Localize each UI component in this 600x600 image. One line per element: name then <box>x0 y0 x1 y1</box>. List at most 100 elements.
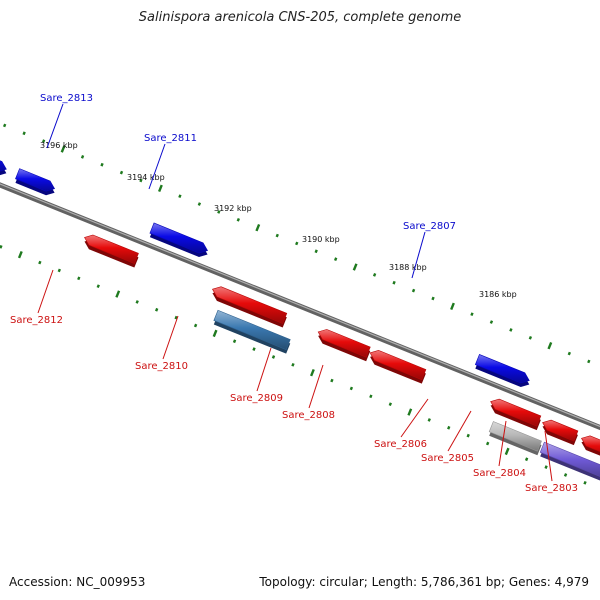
scale-label: 3190 kbp <box>302 235 340 244</box>
upper-scale-tick <box>119 170 124 175</box>
gene-box-purple[interactable] <box>539 441 600 481</box>
gene-arrow-sare-2804[interactable] <box>581 435 600 459</box>
upper-scale-tick <box>41 139 46 143</box>
upper-scale-tick <box>217 210 221 214</box>
gene-label-sare-2806[interactable]: Sare_2806 <box>374 439 427 450</box>
gene-label-sare-2803[interactable]: Sare_2803 <box>525 483 578 494</box>
map-title: Salinispora arenicola CNS-205, complete … <box>138 10 462 25</box>
gene-label-leader <box>308 364 324 409</box>
gene-label-leader <box>148 143 166 190</box>
upper-scale-tick <box>275 233 279 238</box>
upper-scale-tick <box>236 217 240 222</box>
scale-label: 3196 kbp <box>40 141 78 150</box>
gene-label-leader <box>544 430 553 482</box>
lower-scale-tick <box>17 251 23 259</box>
gene-arrow-sare-2808[interactable] <box>369 350 427 381</box>
upper-scale-tick <box>431 296 435 301</box>
upper-scale-tick <box>295 241 299 246</box>
gene-arrow-sare-2812[interactable] <box>84 234 139 264</box>
gene-label-sare-2808[interactable]: Sare_2808 <box>282 410 335 421</box>
upper-scale-tick <box>197 202 202 206</box>
lower-scale-tick <box>154 307 159 312</box>
lower-scale-tick <box>174 315 178 320</box>
lower-scale-tick <box>583 481 587 485</box>
gene-box-steel[interactable] <box>213 309 291 351</box>
upper-scale-tick <box>80 155 85 159</box>
gene-label-leader <box>498 420 507 467</box>
genome-backbone <box>0 182 600 431</box>
lower-scale-tick <box>485 441 490 446</box>
lower-scale-tick <box>369 394 373 399</box>
lower-scale-tick <box>310 369 315 377</box>
upper-scale-tick <box>100 162 104 167</box>
gene-label-sare-2811[interactable]: Sare_2811 <box>144 133 197 144</box>
upper-scale-tick <box>352 263 358 271</box>
upper-scale-tick <box>411 288 416 293</box>
upper-scale-tick <box>489 320 494 324</box>
lower-scale-tick <box>96 284 100 289</box>
scale-label: 3188 kbp <box>389 263 427 272</box>
lower-scale-tick <box>504 447 510 456</box>
lower-scale-tick <box>388 402 392 407</box>
upper-scale-tick <box>392 280 396 285</box>
lower-scale-tick <box>57 268 61 273</box>
upper-scale-tick <box>22 131 26 136</box>
upper-scale-tick <box>450 302 455 311</box>
gene-arrow-sare-2806[interactable] <box>490 398 542 427</box>
upper-scale-tick <box>178 194 182 199</box>
upper-scale-tick <box>567 351 571 356</box>
lower-scale-tick <box>135 300 139 304</box>
lower-scale-tick <box>252 347 256 351</box>
gene-label-sare-2810[interactable]: Sare_2810 <box>135 361 188 372</box>
gene-label-leader <box>162 315 179 360</box>
lower-scale-tick <box>115 290 121 298</box>
gene-label-leader <box>46 103 64 149</box>
gene-label-leader <box>37 269 54 314</box>
gene-label-leader <box>256 347 272 392</box>
upper-scale-tick <box>587 359 591 364</box>
upper-scale-tick <box>372 273 377 277</box>
gene-box-grey[interactable] <box>488 421 542 452</box>
gene-arrow-sare-2809[interactable] <box>317 329 371 358</box>
lower-scale-tick <box>330 378 334 383</box>
lower-scale-tick <box>38 260 42 265</box>
upper-scale-tick <box>333 257 338 261</box>
gene-label-sare-2809[interactable]: Sare_2809 <box>230 393 283 404</box>
gene-label-leader <box>411 231 426 279</box>
upper-scale-tick <box>60 145 66 153</box>
lower-scale-tick <box>271 355 276 359</box>
gene-arrow-sare-2811[interactable] <box>149 222 209 254</box>
upper-scale-tick <box>2 123 7 128</box>
genome-backbone-highlight <box>0 183 600 428</box>
gene-label-leader <box>447 410 472 452</box>
gene-arrow[interactable] <box>15 168 56 192</box>
gene-arrow-sare-2810[interactable] <box>211 286 288 324</box>
lower-scale-tick <box>427 418 431 422</box>
scale-label: 3194 kbp <box>127 173 165 182</box>
lower-scale-tick <box>349 386 354 391</box>
lower-scale-tick <box>77 276 81 281</box>
upper-scale-tick <box>509 328 513 332</box>
upper-scale-tick <box>158 184 163 193</box>
gene-arrow[interactable] <box>0 149 7 172</box>
gene-label-sare-2813[interactable]: Sare_2813 <box>40 93 93 104</box>
upper-scale-tick <box>470 312 474 317</box>
lower-scale-tick <box>193 323 198 328</box>
gene-label-sare-2804[interactable]: Sare_2804 <box>473 468 526 479</box>
upper-scale-tick <box>255 223 261 232</box>
lower-scale-tick <box>232 339 237 344</box>
gene-label-sare-2812[interactable]: Sare_2812 <box>10 315 63 326</box>
gene-arrow-sare-2807[interactable] <box>474 354 530 384</box>
upper-scale-tick <box>139 178 143 183</box>
lower-scale-tick <box>466 433 470 438</box>
lower-scale-tick <box>291 363 295 367</box>
upper-scale-tick <box>547 341 553 350</box>
gene-arrow-sare-2805[interactable] <box>542 419 579 442</box>
topology-label: Topology: circular; Length: 5,786,361 bp… <box>259 575 589 589</box>
accession-label: Accession: NC_009953 <box>9 575 146 589</box>
gene-label-sare-2807[interactable]: Sare_2807 <box>403 221 456 232</box>
upper-scale-tick <box>314 249 318 254</box>
scale-label: 3186 kbp <box>479 290 517 299</box>
gene-label-sare-2805[interactable]: Sare_2805 <box>421 453 474 464</box>
